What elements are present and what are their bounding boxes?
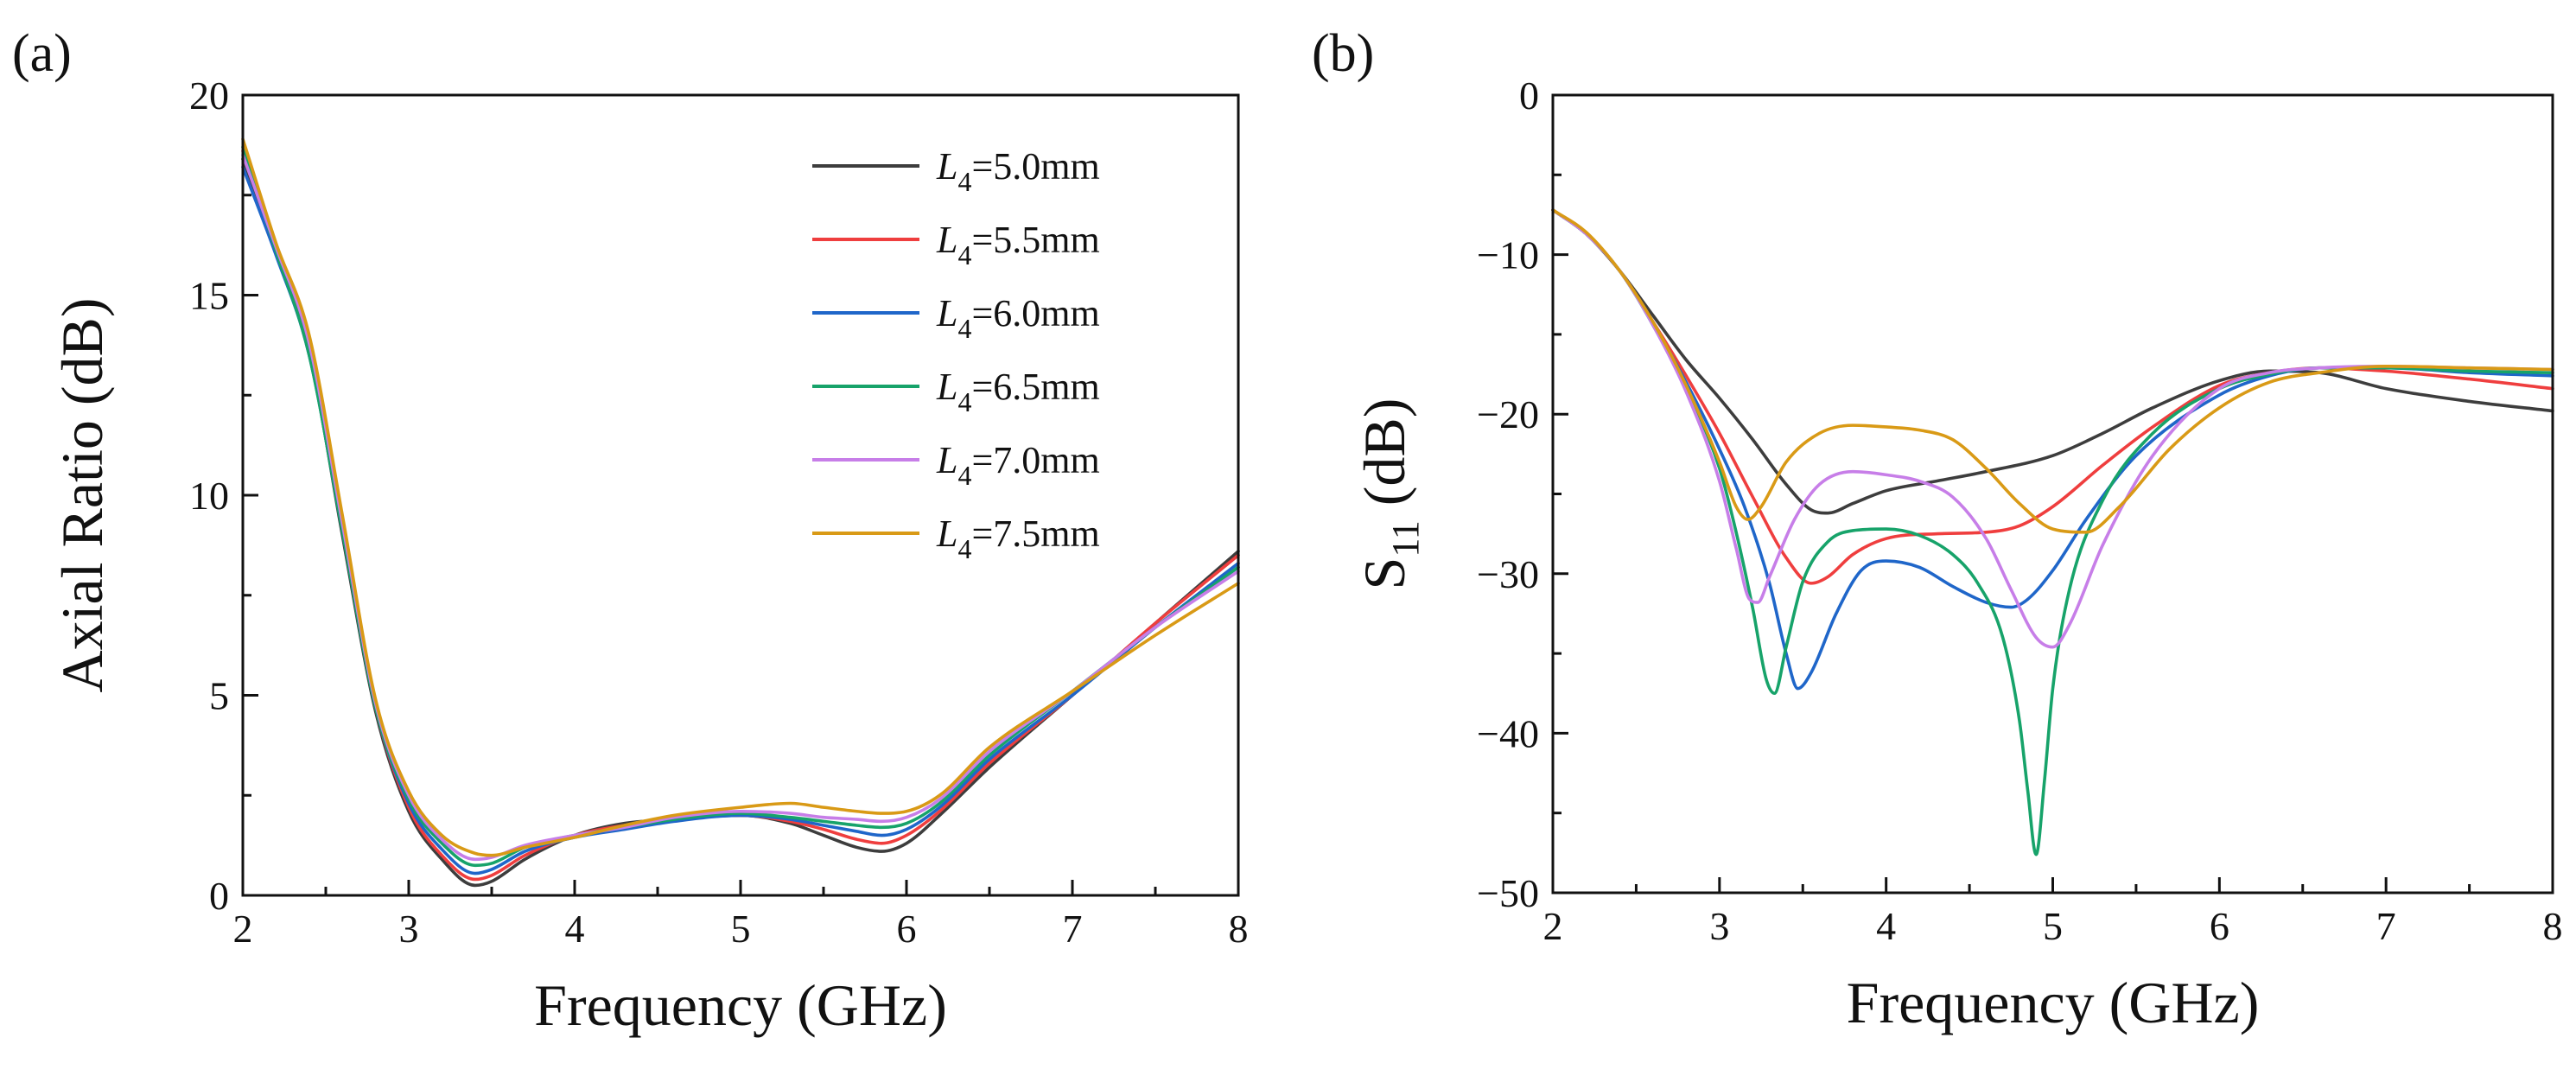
legend: L4=5.0mmL4=5.5mmL4=6.0mmL4=6.5mmL4=7.0mm… bbox=[812, 145, 1100, 564]
legend-label-sub: 4 bbox=[957, 386, 971, 417]
a-x-tick-label: 3 bbox=[399, 907, 419, 951]
a-x-tick-label: 7 bbox=[1063, 907, 1083, 951]
panel-label-b: (b) bbox=[1312, 24, 1374, 83]
legend-label: L4=7.5mm bbox=[936, 513, 1100, 564]
s11-y-axis-title-main: S bbox=[1352, 557, 1417, 590]
legend-label-sub: 4 bbox=[957, 313, 971, 344]
legend-label-symbol: L bbox=[936, 439, 957, 481]
s11-line-l4-5-5mm bbox=[1551, 208, 2554, 585]
s11-chart: 2 3 4 5 6 7 8−50−40−30−20−100 Frequency (GHz) … bbox=[1352, 73, 2563, 1035]
b-y-tick-label: −10 bbox=[1477, 233, 1539, 277]
b-y-tick-label: −50 bbox=[1477, 871, 1539, 915]
a-x-tick-label: 5 bbox=[731, 907, 751, 951]
legend-label-symbol: L bbox=[936, 219, 957, 261]
legend-label-text: =6.0mm bbox=[971, 292, 1099, 334]
a-x-tick-label: 4 bbox=[565, 907, 585, 951]
b-y-tick-label: −30 bbox=[1477, 552, 1539, 596]
axial-ratio-series-group bbox=[241, 137, 1240, 888]
legend-label-text: =6.5mm bbox=[971, 366, 1099, 408]
b-x-tick-label: 6 bbox=[2210, 904, 2229, 948]
a-y-tick-label: 15 bbox=[189, 274, 229, 318]
axial-ratio-x-axis-title: Frequency (GHz) bbox=[534, 972, 947, 1038]
a-y-tick-label: 10 bbox=[189, 474, 229, 518]
b-y-tick-label: 0 bbox=[1519, 73, 1539, 118]
b-x-tick-label: 5 bbox=[2043, 904, 2063, 948]
legend-label-text: =7.5mm bbox=[971, 513, 1099, 555]
legend-label: L4=7.0mm bbox=[936, 439, 1100, 491]
s11-line-l4-5-0mm bbox=[1551, 208, 2554, 515]
s11-y-axis-title-rest: (dB) bbox=[1352, 398, 1417, 521]
b-x-tick-label: 2 bbox=[1543, 904, 1563, 948]
legend-label: L4=5.5mm bbox=[936, 219, 1100, 271]
a-x-tick-label: 8 bbox=[1229, 907, 1249, 951]
b-x-tick-label: 8 bbox=[2543, 904, 2563, 948]
a-x-tick-label: 2 bbox=[233, 907, 253, 951]
legend-label: L4=6.5mm bbox=[936, 366, 1100, 417]
legend-label-sub: 4 bbox=[957, 533, 971, 564]
legend-label-symbol: L bbox=[936, 292, 957, 334]
s11-line-l4-7-5mm bbox=[1551, 208, 2554, 534]
legend-label-sub: 4 bbox=[957, 239, 971, 271]
b-x-tick-label: 4 bbox=[1876, 904, 1896, 948]
panel-label-a: (a) bbox=[12, 24, 72, 83]
s11-x-axis-title: Frequency (GHz) bbox=[1847, 970, 2260, 1035]
axial-ratio-plot-frame bbox=[241, 93, 1240, 897]
a-y-tick-label: 5 bbox=[209, 674, 229, 718]
axial-ratio-ticks: 2 3 4 5 6 7 8 0 5 10 15 20 bbox=[189, 73, 1249, 951]
a-y-tick-label: 20 bbox=[189, 73, 229, 118]
axial-ratio-y-axis-title: Axial Ratio (dB) bbox=[49, 297, 115, 692]
legend-label-text: =5.5mm bbox=[971, 219, 1099, 261]
legend-label-symbol: L bbox=[936, 145, 957, 188]
legend-label-text: =7.0mm bbox=[971, 439, 1099, 481]
axial-ratio-line-l4-7-5mm bbox=[241, 137, 1240, 857]
legend-label-sub: 4 bbox=[957, 166, 971, 197]
s11-line-l4-7-0mm bbox=[1551, 208, 2554, 649]
legend-label-symbol: L bbox=[936, 513, 957, 555]
legend-label-symbol: L bbox=[936, 366, 957, 408]
s11-series-group bbox=[1551, 208, 2554, 856]
axial-ratio-chart: 2 3 4 5 6 7 8 0 5 10 15 20 Frequency (GHz) Axial Ra… bbox=[49, 73, 1249, 1038]
s11-line-l4-6-0mm bbox=[1551, 208, 2554, 691]
s11-line-l4-6-5mm bbox=[1551, 208, 2554, 856]
s11-y-axis-title: S11 (dB) bbox=[1352, 398, 1427, 590]
s11-plot-frame bbox=[1551, 93, 2554, 895]
s11-ticks: 2 3 4 5 6 7 8 −50 −40 −30 −20 −10 0 bbox=[1477, 73, 2562, 948]
b-y-tick-label: −20 bbox=[1477, 392, 1539, 436]
legend-label-text: =5.0mm bbox=[971, 145, 1099, 188]
legend-label-sub: 4 bbox=[957, 460, 971, 491]
legend-label: L4=6.0mm bbox=[936, 292, 1100, 344]
a-x-tick-label: 6 bbox=[897, 907, 917, 951]
b-x-tick-label: 7 bbox=[2376, 904, 2396, 948]
b-x-tick-label: 3 bbox=[1709, 904, 1729, 948]
s11-y-axis-title-sub: 11 bbox=[1384, 520, 1427, 557]
legend-label: L4=5.0mm bbox=[936, 145, 1100, 197]
b-y-tick-label: −40 bbox=[1477, 711, 1539, 755]
a-y-tick-label: 0 bbox=[209, 874, 229, 918]
